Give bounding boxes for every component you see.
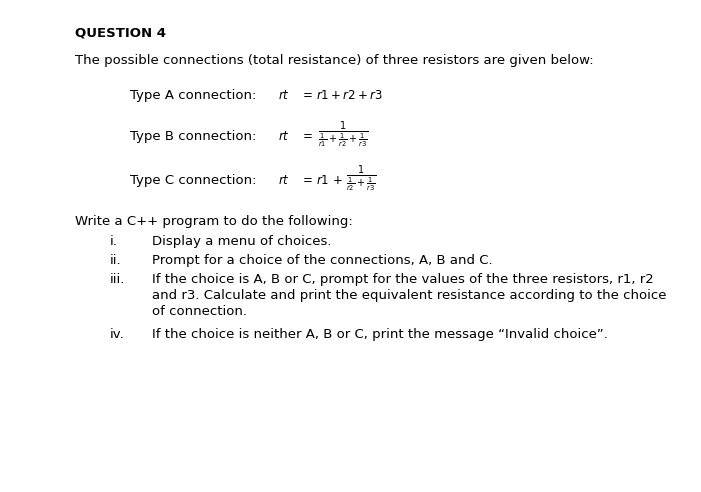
Text: iv.: iv.: [110, 328, 125, 341]
Text: and r3. Calculate and print the equivalent resistance according to the choice: and r3. Calculate and print the equivale…: [152, 289, 667, 302]
Text: $rt$: $rt$: [278, 130, 290, 143]
Text: Type A connection:: Type A connection:: [130, 89, 261, 102]
Text: Type B connection:: Type B connection:: [130, 130, 261, 143]
Text: If the choice is neither A, B or C, print the message “Invalid choice”.: If the choice is neither A, B or C, prin…: [152, 328, 608, 341]
Text: $rt$: $rt$: [278, 89, 290, 102]
Text: Type C connection:: Type C connection:: [130, 174, 261, 187]
Text: $\frac{1}{\frac{1}{r2}+\frac{1}{r3}}$: $\frac{1}{\frac{1}{r2}+\frac{1}{r3}}$: [346, 163, 376, 193]
Text: If the choice is A, B or C, prompt for the values of the three resistors, r1, r2: If the choice is A, B or C, prompt for t…: [152, 273, 654, 286]
Text: i.: i.: [110, 235, 118, 248]
Text: $=$: $=$: [296, 130, 316, 143]
Text: Write a C++ program to do the following:: Write a C++ program to do the following:: [75, 215, 353, 228]
Text: $\frac{1}{\frac{1}{r1}+\frac{1}{r2}+\frac{1}{r3}}$: $\frac{1}{\frac{1}{r1}+\frac{1}{r2}+\fra…: [318, 120, 369, 150]
Text: ii.: ii.: [110, 254, 122, 267]
Text: The possible connections (total resistance) of three resistors are given below:: The possible connections (total resistan…: [75, 54, 594, 67]
Text: $=$: $=$: [296, 174, 316, 187]
Text: $ +$: $ +$: [332, 174, 344, 187]
Text: Display a menu of choices.: Display a menu of choices.: [152, 235, 332, 248]
Text: $r1$: $r1$: [316, 174, 329, 187]
Text: Prompt for a choice of the connections, A, B and C.: Prompt for a choice of the connections, …: [152, 254, 493, 267]
Text: $rt$: $rt$: [278, 174, 290, 187]
Text: of connection.: of connection.: [152, 305, 247, 318]
Text: $=$: $=$: [296, 89, 316, 102]
Text: iii.: iii.: [110, 273, 125, 286]
Text: QUESTION 4: QUESTION 4: [75, 27, 166, 40]
Text: $r1 + r2 + r3$: $r1 + r2 + r3$: [316, 89, 383, 102]
